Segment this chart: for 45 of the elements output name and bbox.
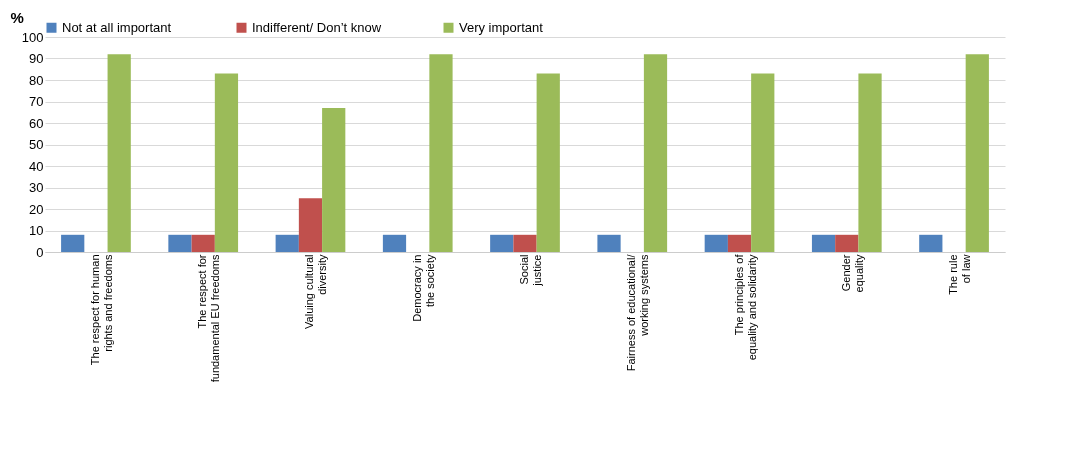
y-tick-label: 10 bbox=[29, 223, 44, 238]
x-tick-label: The respect for human rights and freedoms bbox=[88, 254, 114, 366]
bar bbox=[191, 234, 215, 252]
x-tick-label: Democracy in the society bbox=[410, 254, 436, 322]
bar bbox=[490, 234, 514, 252]
bar bbox=[107, 54, 131, 252]
bar bbox=[835, 234, 859, 252]
bar bbox=[382, 234, 407, 252]
y-tick-label: 50 bbox=[29, 137, 44, 152]
y-tick-label: 80 bbox=[29, 72, 44, 88]
bar bbox=[751, 73, 775, 252]
x-tick-label: Fairness of educational/ working systems bbox=[625, 253, 651, 372]
bar bbox=[643, 54, 668, 252]
x-tick-label: Valuing cultural diversity bbox=[303, 254, 329, 329]
bar bbox=[275, 234, 299, 252]
y-tick-label: 60 bbox=[29, 115, 44, 131]
x-tick-label: Social justice bbox=[518, 254, 543, 287]
bar bbox=[513, 234, 537, 252]
bar bbox=[597, 234, 621, 252]
bar bbox=[429, 54, 453, 252]
y-tick-label: 100 bbox=[21, 29, 44, 45]
y-tick-label: 30 bbox=[29, 180, 44, 195]
y-axis-title: % bbox=[10, 8, 24, 26]
legend-label: Not at all important bbox=[62, 19, 172, 35]
bar bbox=[61, 234, 85, 252]
y-tick-label: 70 bbox=[29, 94, 44, 109]
bar bbox=[322, 107, 346, 252]
bar bbox=[727, 234, 752, 252]
bar bbox=[811, 234, 836, 252]
bar bbox=[965, 54, 989, 252]
y-tick-label: 20 bbox=[29, 201, 44, 217]
bar bbox=[919, 234, 943, 252]
bar bbox=[168, 234, 192, 252]
y-tick-label: 90 bbox=[29, 51, 44, 66]
bar bbox=[536, 73, 560, 252]
bar bbox=[214, 73, 239, 252]
x-tick-label: The rule of law bbox=[947, 254, 973, 295]
legend-label: Very important bbox=[459, 19, 544, 35]
x-tick-label: Gender equality bbox=[839, 254, 865, 293]
bar bbox=[704, 234, 728, 252]
y-tick-label: 0 bbox=[36, 244, 44, 260]
bar bbox=[298, 198, 323, 252]
y-tick-label: 40 bbox=[29, 158, 44, 174]
bar bbox=[858, 73, 882, 252]
legend-label: Indifferent/ Don’t know bbox=[252, 19, 382, 35]
